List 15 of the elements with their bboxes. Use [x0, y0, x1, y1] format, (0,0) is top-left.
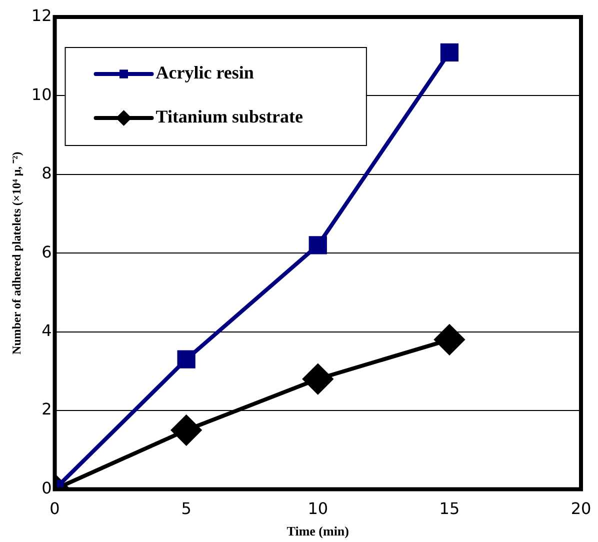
y-axis-title: Number of adhered platelets (×10⁴ μ, ⁻²)	[9, 152, 24, 354]
x-tick-label: 5	[181, 498, 192, 518]
x-tick-label: 15	[439, 498, 460, 518]
y-tick-label: 8	[42, 164, 52, 183]
legend-label: Titanium substrate	[156, 106, 303, 127]
x-tick-label: 20	[570, 498, 592, 518]
y-tick-label: 10	[31, 84, 52, 104]
y-tick-label: 4	[42, 320, 52, 340]
y-tick-label: 2	[42, 400, 52, 419]
y-tick-label: 0	[42, 478, 52, 498]
x-axis-title: Time (min)	[286, 524, 349, 539]
y-tick-label: 6	[42, 242, 52, 262]
y-tick-label: 12	[31, 6, 52, 26]
legend-label: Acrylic resin	[156, 62, 254, 83]
x-tick-label: 10	[308, 498, 328, 518]
